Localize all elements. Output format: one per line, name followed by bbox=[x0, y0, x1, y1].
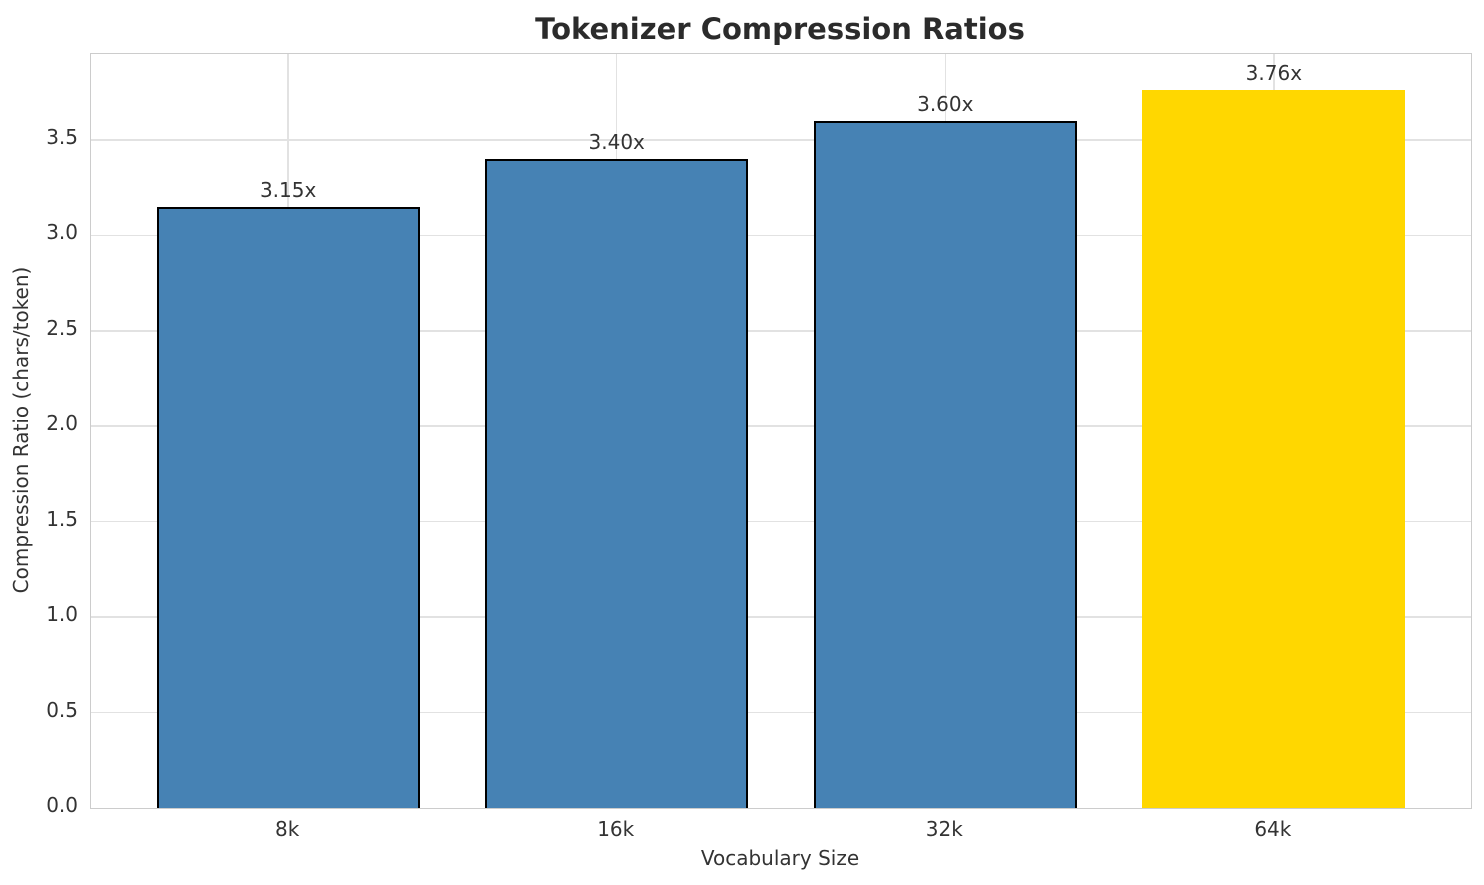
x-tick-label: 32k bbox=[925, 817, 963, 841]
gridline-horizontal bbox=[91, 139, 1471, 141]
y-tick-label: 3.0 bbox=[46, 220, 78, 245]
bar-value-label: 3.60x bbox=[917, 91, 974, 116]
y-axis-label: Compression Ratio (chars/token) bbox=[9, 266, 33, 594]
gridline-horizontal bbox=[91, 425, 1471, 427]
bar-16k bbox=[485, 159, 749, 808]
bar-64k bbox=[1142, 90, 1406, 808]
y-tick-label: 1.0 bbox=[46, 602, 78, 627]
x-tick-label: 8k bbox=[274, 817, 300, 841]
gridline-horizontal bbox=[91, 330, 1471, 332]
x-axis-label: Vocabulary Size bbox=[700, 846, 860, 870]
x-tick-label: 16k bbox=[597, 817, 635, 841]
gridline-horizontal bbox=[91, 711, 1471, 714]
bar-8k bbox=[156, 206, 420, 808]
y-tick-label: 0.5 bbox=[46, 697, 78, 722]
chart-title: Tokenizer Compression Ratios bbox=[535, 12, 1025, 46]
x-tick-label: 64k bbox=[1254, 817, 1292, 841]
bar-value-label: 3.40x bbox=[588, 130, 645, 154]
y-tick-label: 2.0 bbox=[46, 411, 78, 436]
gridline-horizontal bbox=[91, 616, 1471, 618]
bar-value-label: 3.76x bbox=[1245, 61, 1303, 86]
bar-32k bbox=[813, 120, 1077, 808]
gridline-horizontal bbox=[91, 520, 1471, 523]
plot-area: 3.15x 3.40x 3.60x 3.76x bbox=[90, 53, 1472, 809]
y-tick-label: 2.5 bbox=[46, 315, 78, 340]
y-tick-label: 3.5 bbox=[46, 124, 78, 149]
gridline-horizontal bbox=[91, 234, 1471, 237]
y-tick-label: 1.5 bbox=[46, 506, 78, 531]
y-tick-label: 0.0 bbox=[46, 793, 78, 817]
bar-value-label: 3.15x bbox=[259, 177, 317, 202]
